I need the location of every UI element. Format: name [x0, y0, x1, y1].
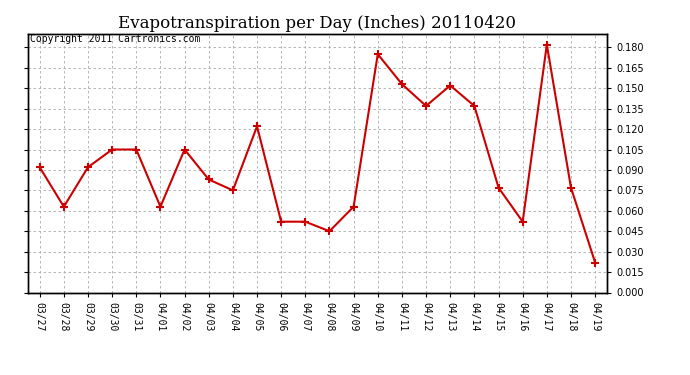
Title: Evapotranspiration per Day (Inches) 20110420: Evapotranspiration per Day (Inches) 2011… — [119, 15, 516, 32]
Text: Copyright 2011 Cartronics.com: Copyright 2011 Cartronics.com — [30, 34, 201, 44]
